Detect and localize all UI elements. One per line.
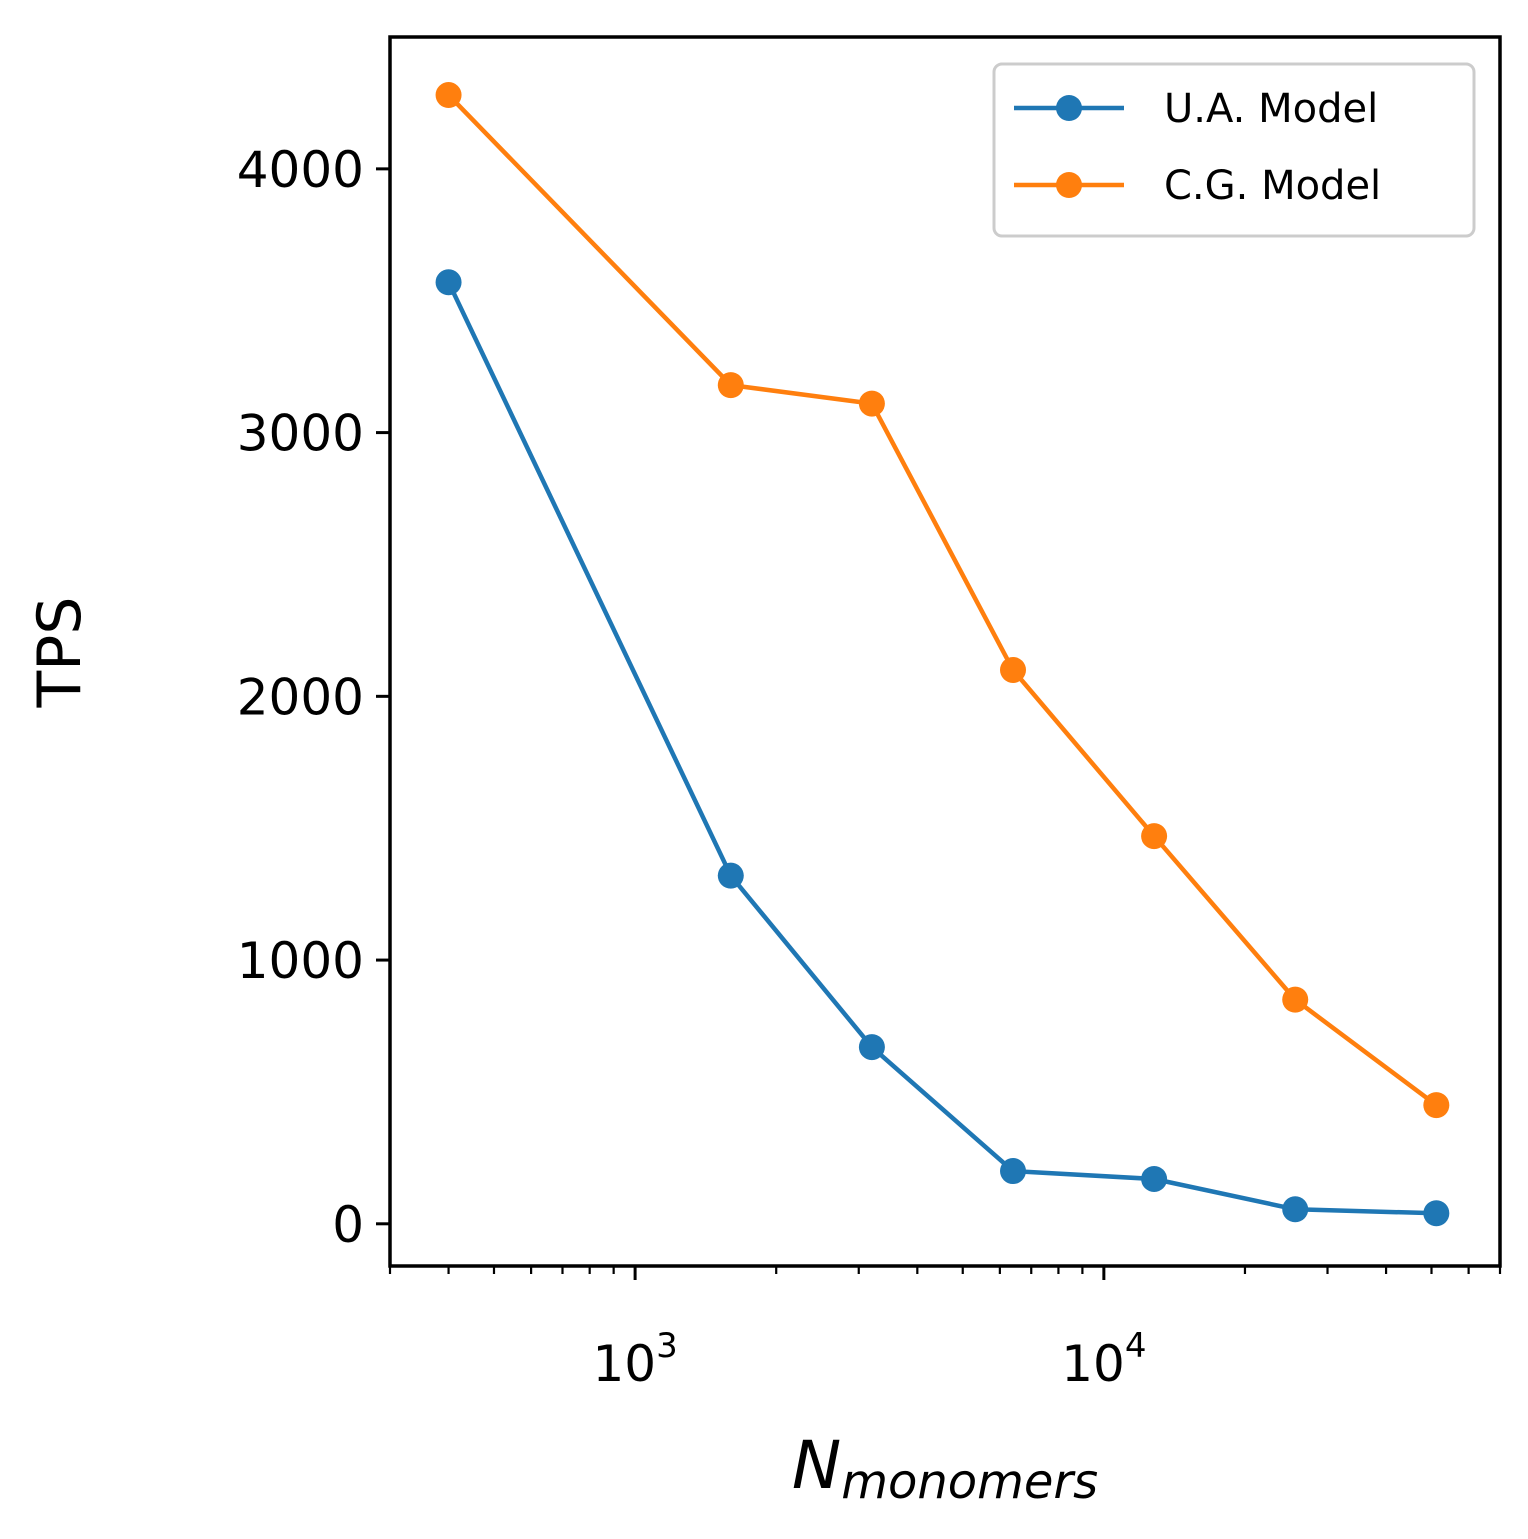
data-point (1000, 1158, 1027, 1185)
x-axis-label-main: N (792, 1427, 841, 1504)
x-tick-label-exp: 4 (1125, 1326, 1147, 1366)
data-point (435, 269, 462, 296)
y-tick-label: 3000 (237, 405, 364, 463)
y-tick-label: 0 (332, 1196, 364, 1254)
x-axis-label: Nmonomers (792, 1427, 1098, 1510)
x-axis-label-sub: monomers (841, 1454, 1098, 1510)
x-tick-label-base: 10 (1061, 1335, 1125, 1393)
series-line-2 (446, 93, 1438, 1107)
data-point (717, 372, 744, 399)
data-point (1282, 986, 1309, 1013)
series-layer (435, 82, 1450, 1227)
y-axis-label: TPS (25, 597, 95, 709)
data-point (717, 862, 744, 889)
x-tick-labels: 103 104 (592, 1326, 1146, 1393)
data-point (435, 82, 462, 109)
x-tick-label: 104 (1061, 1326, 1146, 1393)
data-point (1141, 823, 1168, 850)
x-tick-label-base: 10 (592, 1335, 656, 1393)
y-tick-label: 1000 (237, 932, 364, 990)
data-point (1000, 656, 1027, 683)
series-line-1 (446, 281, 1437, 1216)
data-point (1423, 1092, 1450, 1119)
y-tick-label: 2000 (237, 668, 364, 726)
legend-label-2: C.G. Model (1164, 163, 1381, 209)
axis-ticks (376, 167, 1502, 1280)
data-point (858, 1034, 885, 1061)
data-point (1282, 1196, 1309, 1223)
legend-marker-1 (1056, 95, 1082, 121)
plot-frame (388, 35, 1502, 1268)
y-tick-label: 4000 (237, 141, 364, 199)
legend-label-1: U.A. Model (1164, 86, 1378, 132)
legend: U.A. Model C.G. Model (992, 62, 1476, 238)
data-point (858, 390, 885, 417)
y-tick-labels: 0 1000 2000 3000 4000 (237, 141, 364, 1254)
x-tick-label: 103 (592, 1326, 677, 1393)
x-tick-label-exp: 3 (656, 1326, 678, 1366)
data-point (1141, 1165, 1168, 1192)
legend-marker-2 (1056, 172, 1082, 198)
data-point (1423, 1200, 1450, 1227)
